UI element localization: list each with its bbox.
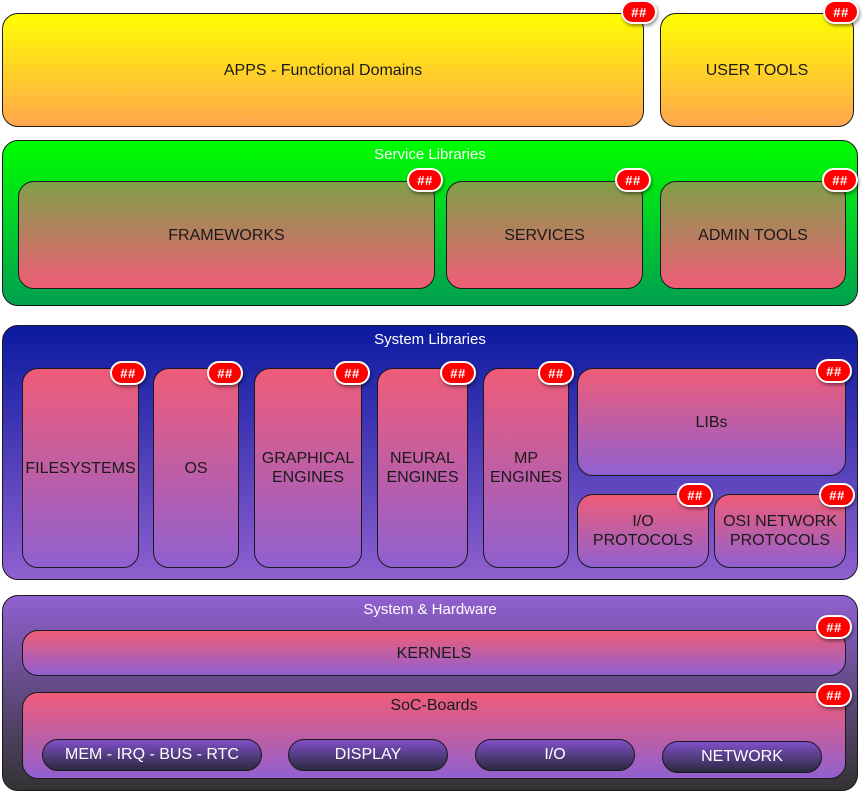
admin-tools-badge[interactable]: ## [822,168,858,192]
apps-badge[interactable]: ## [621,0,657,24]
os-badge[interactable]: ## [207,361,243,385]
admin-tools-label: ADMIN TOOLS [698,226,808,244]
filesystems-box[interactable]: FILESYSTEMS [22,368,139,568]
services-badge[interactable]: ## [615,168,651,192]
kernels-label: KERNELS [396,644,472,662]
mem-irq-bus-rtc-pill[interactable]: MEM - IRQ - BUS - RTC [42,739,262,771]
filesystems-label: FILESYSTEMS [25,459,136,477]
osi-network-protocols-badge[interactable]: ## [819,483,855,507]
user-tools-box[interactable]: USER TOOLS [660,13,854,127]
network-pill[interactable]: NETWORK [662,741,822,773]
mp-engines-box[interactable]: MP ENGINES [483,368,569,568]
graphical-engines-label: GRAPHICAL ENGINES [261,450,355,486]
graphical-engines-box[interactable]: GRAPHICAL ENGINES [254,368,362,568]
osi-network-protocols-box[interactable]: OSI NETWORK PROTOCOLS [714,494,846,568]
mp-engines-badge[interactable]: ## [538,361,574,385]
mp-engines-label: MP ENGINES [489,450,562,486]
service-libraries-title: Service Libraries [374,146,486,163]
libs-label: LIBs [695,413,728,431]
frameworks-box[interactable]: FRAMEWORKS [18,181,435,289]
apps-box[interactable]: APPS - Functional Domains [2,13,644,127]
libs-box[interactable]: LIBs [577,368,846,476]
graphical-engines-badge[interactable]: ## [334,361,370,385]
services-label: SERVICES [504,226,585,244]
kernels-badge[interactable]: ## [816,615,852,639]
services-box[interactable]: SERVICES [446,181,643,289]
io-protocols-badge[interactable]: ## [677,483,713,507]
neural-engines-badge[interactable]: ## [440,361,476,385]
user-tools-label: USER TOOLS [705,61,809,79]
user-tools-badge[interactable]: ## [823,0,859,24]
display-pill[interactable]: DISPLAY [288,739,448,771]
filesystems-badge[interactable]: ## [110,361,146,385]
io-protocols-label: I/O PROTOCOLS [592,513,694,549]
neural-engines-box[interactable]: NEURAL ENGINES [377,368,468,568]
io-pill[interactable]: I/O [475,739,635,771]
frameworks-label: FRAMEWORKS [168,226,285,244]
apps-label: APPS - Functional Domains [223,61,423,79]
io-protocols-box[interactable]: I/O PROTOCOLS [577,494,709,568]
os-box[interactable]: OS [153,368,239,568]
system-hardware-title: System & Hardware [363,601,497,618]
admin-tools-box[interactable]: ADMIN TOOLS [660,181,846,289]
libs-badge[interactable]: ## [816,359,852,383]
soc-boards-label: SoC-Boards [390,697,478,714]
kernels-box[interactable]: KERNELS [22,630,846,676]
soc-boards-badge[interactable]: ## [816,683,852,707]
neural-engines-label: NEURAL ENGINES [386,450,459,486]
osi-network-protocols-label: OSI NETWORK PROTOCOLS [723,513,837,549]
frameworks-badge[interactable]: ## [407,168,443,192]
os-label: OS [184,459,208,477]
system-libraries-title: System Libraries [374,331,486,348]
